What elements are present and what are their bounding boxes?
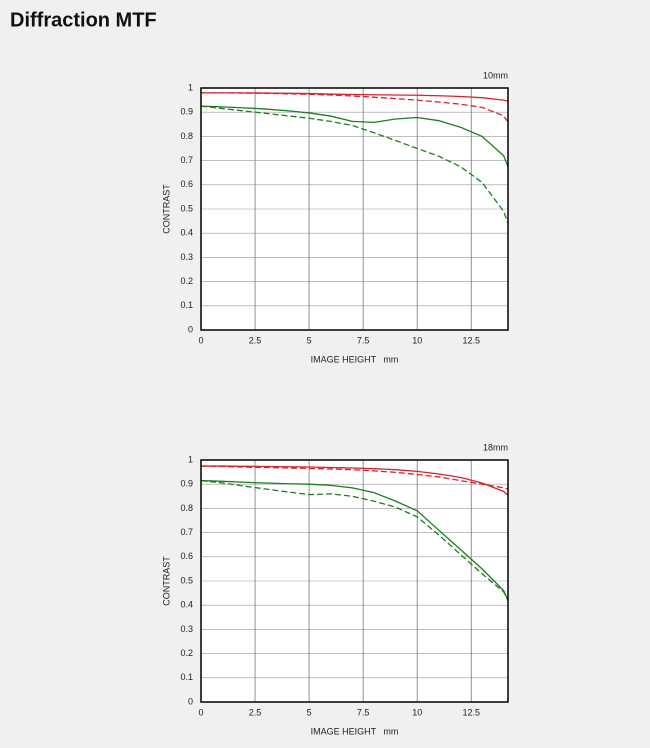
- x-axis-label: IMAGE HEIGHT mm: [311, 726, 399, 736]
- y-tick-label: 0.5: [180, 203, 193, 213]
- y-tick-label: 0.9: [180, 479, 193, 489]
- x-tick-label: 10: [412, 335, 422, 345]
- y-tick-label: 0.6: [180, 179, 193, 189]
- mtf-line: [201, 92, 509, 123]
- y-tick-label: 0.3: [180, 252, 193, 262]
- mtf-line: [200, 105, 509, 167]
- x-tick-label: 0: [198, 335, 203, 345]
- y-tick-label: 0.3: [180, 624, 193, 634]
- y-tick-label: 0.2: [180, 648, 193, 658]
- mtf-line: [200, 105, 509, 224]
- y-tick-label: 0: [188, 324, 193, 334]
- y-tick-label: 0.9: [180, 107, 193, 117]
- page-title: Diffraction MTF: [10, 9, 157, 31]
- y-tick-label: 0.1: [180, 672, 193, 682]
- mtf-line: [200, 479, 509, 601]
- plot-frame: [200, 459, 509, 703]
- x-tick-label: 2.5: [249, 707, 262, 717]
- chart-title: 10mm: [483, 70, 508, 80]
- y-tick-label: 0.8: [180, 131, 193, 141]
- mtf-line: [200, 465, 509, 490]
- x-tick-label: 5: [307, 335, 312, 345]
- y-tick-label: 0.7: [180, 527, 193, 537]
- y-tick-label: 0.2: [180, 276, 193, 286]
- mtf-line: [201, 465, 509, 496]
- mtf-line: [200, 479, 509, 601]
- y-axis-label: CONTRAST: [161, 556, 171, 606]
- x-tick-label: 12.5: [462, 707, 480, 717]
- plot-frame: [200, 87, 509, 331]
- y-tick-label: 0.4: [180, 228, 193, 238]
- y-tick-label: 0.6: [180, 551, 193, 561]
- x-tick-label: 0: [198, 707, 203, 717]
- y-tick-label: 0: [188, 696, 193, 706]
- chart-title: 18mm: [483, 442, 508, 452]
- y-tick-label: 1: [188, 82, 193, 92]
- x-tick-label: 2.5: [249, 335, 262, 345]
- x-tick-label: 12.5: [462, 335, 480, 345]
- x-tick-label: 7.5: [357, 707, 370, 717]
- x-tick-label: 5: [307, 707, 312, 717]
- y-tick-label: 1: [188, 454, 193, 464]
- x-tick-label: 7.5: [357, 335, 370, 345]
- y-tick-label: 0.5: [180, 575, 193, 585]
- y-tick-label: 0.1: [180, 300, 193, 310]
- y-tick-label: 0.8: [180, 503, 193, 513]
- x-axis-label: IMAGE HEIGHT mm: [311, 354, 399, 364]
- x-tick-label: 10: [412, 707, 422, 717]
- y-axis-label: CONTRAST: [161, 184, 171, 234]
- y-tick-label: 0.7: [180, 155, 193, 165]
- y-tick-label: 0.4: [180, 600, 193, 610]
